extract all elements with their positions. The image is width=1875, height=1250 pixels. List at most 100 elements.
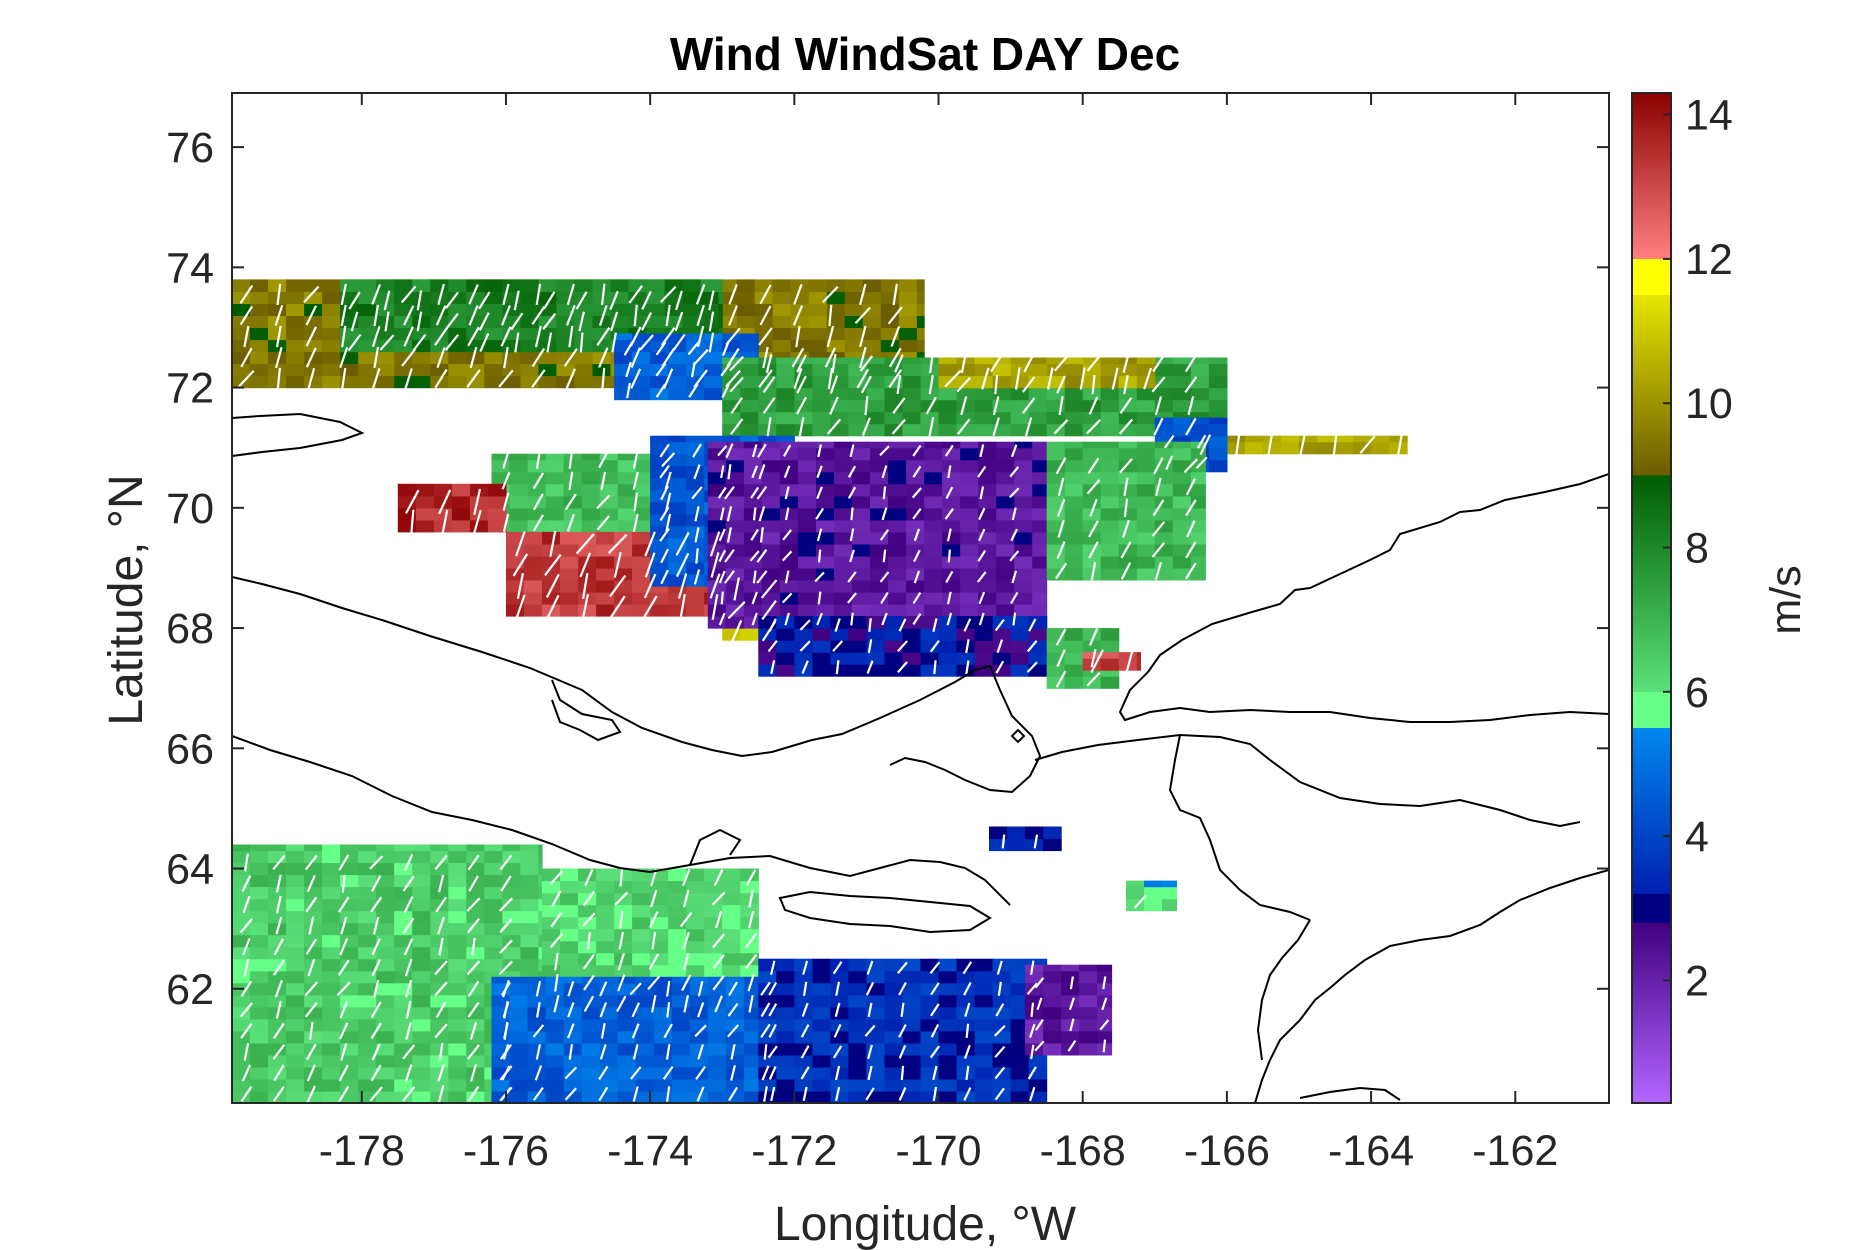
wind-cell: [412, 1079, 431, 1092]
wind-vector-arrow: [1152, 354, 1165, 373]
wind-vector-arrow: [947, 549, 951, 563]
wind-cell: [415, 507, 435, 521]
wind-cell: [920, 1091, 940, 1103]
wind-cell: [286, 922, 305, 936]
wind-cell: [1064, 423, 1084, 437]
wind-cell: [743, 1042, 763, 1056]
wind-cell: [596, 892, 615, 906]
wind-cell: [740, 423, 759, 437]
wind-cell: [322, 351, 341, 365]
y-axis-label: Latitude, °N: [100, 474, 153, 725]
wind-vector-arrow: [994, 1066, 1006, 1080]
wind-cell: [740, 375, 759, 389]
wind-cell: [538, 844, 543, 852]
wind-cell: [779, 580, 799, 593]
wind-vector-arrow: [692, 443, 702, 458]
wind-cell: [996, 604, 1015, 617]
wind-vector-arrow: [472, 509, 482, 536]
wind-cell: [942, 447, 961, 461]
wind-cell: [884, 1042, 904, 1056]
wind-cell: [376, 1030, 395, 1044]
wind-vector-arrow: [564, 493, 577, 511]
wind-vector-arrow: [243, 1042, 250, 1061]
wind-cell: [902, 1079, 922, 1092]
wind-cell: [884, 1079, 904, 1092]
wind-cell: [924, 543, 943, 557]
wind-vector-arrow: [762, 397, 776, 415]
wind-cell: [250, 946, 269, 960]
wind-cell: [650, 904, 669, 918]
wind-vector-arrow: [633, 492, 638, 511]
wind-cell: [448, 1006, 467, 1020]
wind-cell: [545, 495, 565, 509]
wind-cell: [960, 471, 979, 485]
wind-cell: [1043, 982, 1062, 996]
wind-cell: [686, 604, 705, 617]
wind-vector-arrow: [347, 333, 362, 352]
wind-cell: [376, 922, 395, 936]
wind-vector-arrow: [994, 1045, 1006, 1058]
wind-vector-arrow: [900, 1065, 905, 1081]
wind-cell: [250, 874, 269, 888]
wind-cell: [358, 315, 377, 328]
wind-vector-arrow: [305, 1043, 317, 1061]
wind-vector-arrow: [435, 896, 447, 913]
wind-vector-arrow: [995, 660, 1005, 674]
wind-vector-arrow: [727, 464, 732, 480]
wind-vector-arrow: [306, 874, 316, 893]
map-title: Wind WindSat DAY Dec: [670, 28, 1180, 80]
wind-vector-arrow: [632, 1044, 639, 1060]
wind-vector-arrow: [582, 953, 595, 970]
wind-cell: [268, 363, 287, 377]
wind-cell: [689, 982, 709, 996]
wind-cell: [1082, 357, 1102, 365]
wind-cell: [996, 483, 1015, 497]
wind-cell: [650, 363, 669, 377]
wind-vector-arrow: [727, 1024, 740, 1038]
coastline-nunivak-island: [1299, 1086, 1401, 1101]
wind-cell: [848, 652, 867, 665]
wind-cell: [250, 910, 269, 924]
wind-cell: [852, 483, 871, 497]
wind-vector-arrow: [1068, 997, 1075, 1011]
wind-cell: [862, 315, 882, 328]
wind-cell: [487, 483, 507, 497]
wind-vector-arrow: [977, 550, 987, 562]
wind-cell: [268, 886, 287, 900]
wind-cell: [250, 303, 269, 316]
wind-cell: [888, 592, 907, 605]
wind-vector-arrow: [661, 452, 676, 468]
wind-cell: [870, 555, 889, 569]
wind-cell: [794, 1079, 813, 1092]
wind-cell: [938, 387, 958, 401]
wind-cell: [978, 459, 997, 473]
wind-cell: [1317, 441, 1336, 455]
wind-cell: [250, 1054, 269, 1068]
wind-cell: [502, 946, 521, 960]
wind-cell: [1064, 664, 1084, 677]
wind-vector-arrow: [550, 911, 563, 928]
wind-cell: [653, 1079, 673, 1092]
wind-cell: [779, 567, 799, 581]
wind-cell: [938, 1030, 958, 1044]
wind-vector-arrow: [912, 613, 922, 626]
wind-vector-arrow: [1009, 487, 1020, 499]
wind-vector-arrow: [502, 450, 510, 469]
wind-cell: [340, 1054, 359, 1068]
wind-vector-arrow: [727, 1002, 739, 1017]
wind-cell: [448, 844, 467, 852]
wind-cell: [358, 303, 377, 316]
wind-cell: [743, 1018, 763, 1032]
wind-cell: [942, 441, 961, 449]
wind-cell: [996, 543, 1015, 557]
wind-cell: [574, 339, 593, 353]
wind-cell: [884, 640, 904, 653]
wind-cell: [563, 1091, 583, 1103]
wind-cell: [743, 483, 763, 497]
wind-vector-arrow: [466, 897, 481, 912]
wind-cell: [902, 1054, 922, 1068]
wind-cell: [862, 327, 882, 341]
wind-cell: [250, 363, 269, 377]
wind-cell: [484, 279, 503, 292]
wind-cell: [898, 279, 918, 292]
